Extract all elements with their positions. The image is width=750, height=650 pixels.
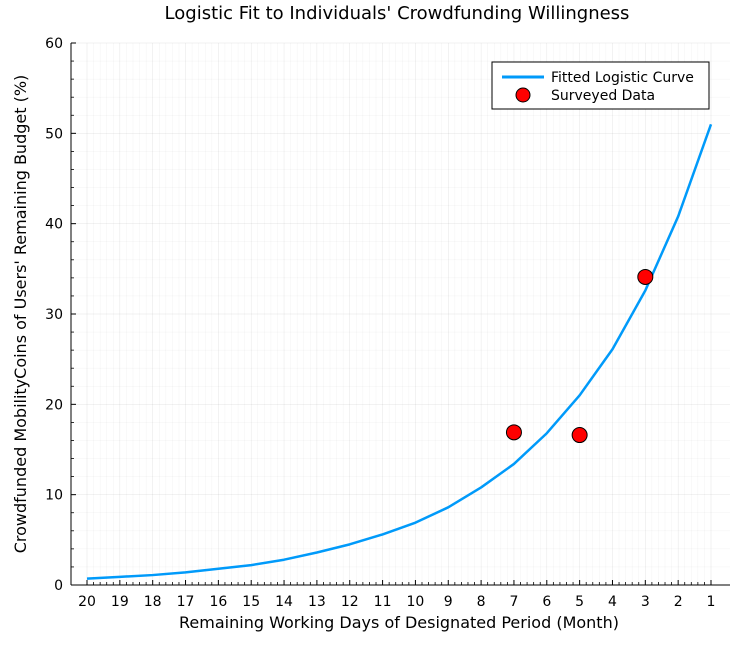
x-tick-label: 9 bbox=[444, 594, 453, 610]
y-tick-label: 30 bbox=[45, 307, 63, 323]
minor-gridlines bbox=[71, 43, 730, 585]
tick-marks bbox=[71, 42, 712, 586]
y-tick-label: 10 bbox=[45, 488, 63, 504]
fitted-curve-line bbox=[86, 123, 713, 580]
x-tick-label: 19 bbox=[111, 594, 129, 610]
x-tick-label: 18 bbox=[144, 594, 162, 610]
x-tick-label: 12 bbox=[341, 594, 359, 610]
y-tick-labels: 0 10 20 30 40 50 60 bbox=[45, 36, 63, 594]
series-layer bbox=[86, 123, 713, 580]
y-tick-label: 50 bbox=[45, 126, 63, 142]
legend: Fitted Logistic Curve Surveyed Data bbox=[491, 61, 710, 110]
legend-label-surveyed-data: Surveyed Data bbox=[551, 88, 655, 104]
x-tick-label: 1 bbox=[707, 594, 716, 610]
x-tick-label: 3 bbox=[641, 594, 650, 610]
legend-box bbox=[491, 61, 710, 110]
x-tick-label: 7 bbox=[509, 594, 518, 610]
x-axis-label: Remaining Working Days of Designated Per… bbox=[179, 613, 619, 632]
data-point bbox=[637, 268, 654, 285]
x-tick-label: 10 bbox=[407, 594, 425, 610]
x-tick-label: 13 bbox=[308, 594, 326, 610]
x-tick-label: 11 bbox=[374, 594, 392, 610]
x-tick-label: 14 bbox=[275, 594, 293, 610]
legend-label-fitted-curve: Fitted Logistic Curve bbox=[551, 70, 694, 86]
x-tick-label: 15 bbox=[242, 594, 260, 610]
y-axis-label: Crowdfunded MobilityCoins of Users' Rema… bbox=[11, 75, 30, 554]
x-tick-label: 8 bbox=[477, 594, 486, 610]
x-tick-label: 2 bbox=[674, 594, 683, 610]
x-tick-label: 6 bbox=[542, 594, 551, 610]
x-tick-label: 5 bbox=[575, 594, 584, 610]
y-tick-label: 40 bbox=[45, 217, 63, 233]
y-tick-label: 60 bbox=[45, 36, 63, 52]
legend-marker-swatch bbox=[515, 87, 531, 103]
x-tick-labels: 20 19 18 17 16 15 14 13 12 11 10 9 8 7 6 5 4 3 2 1 bbox=[78, 594, 715, 610]
data-point bbox=[571, 427, 588, 444]
y-tick-label: 20 bbox=[45, 397, 63, 413]
data-point bbox=[505, 424, 522, 441]
x-tick-label: 17 bbox=[177, 594, 195, 610]
x-tick-label: 16 bbox=[209, 594, 227, 610]
chart-title: Logistic Fit to Individuals' Crowdfundin… bbox=[165, 3, 630, 24]
x-tick-label: 20 bbox=[78, 594, 96, 610]
x-tick-label: 4 bbox=[608, 594, 617, 610]
y-tick-label: 0 bbox=[54, 578, 63, 594]
